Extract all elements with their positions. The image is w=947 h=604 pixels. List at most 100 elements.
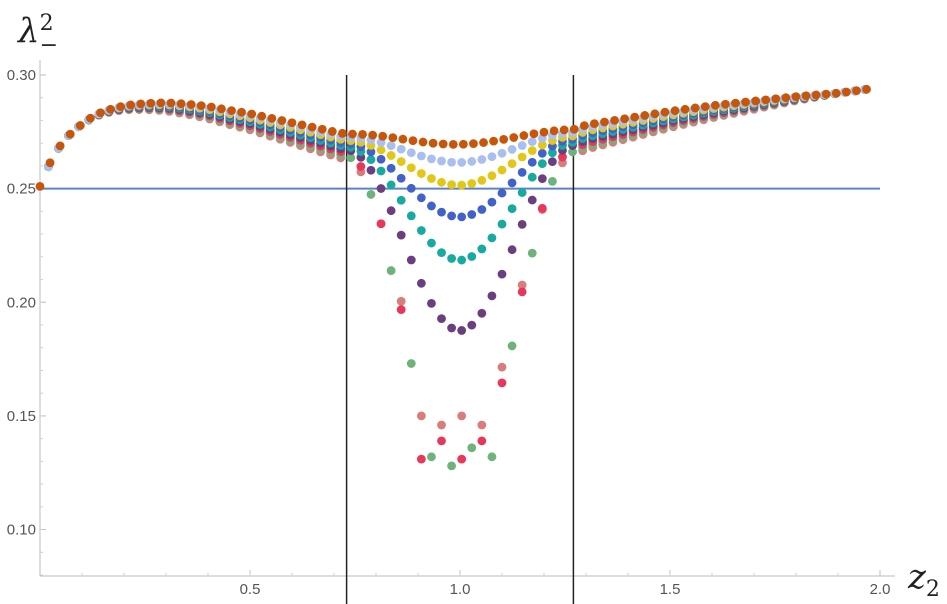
series-9-point: [378, 131, 388, 141]
series-7-point: [396, 157, 406, 166]
x-tick-label: 1.0: [450, 581, 471, 598]
series-5-point: [497, 219, 507, 229]
series-9-point: [126, 100, 136, 110]
series-6-point: [376, 154, 386, 164]
series-9-point: [660, 107, 670, 117]
series-9-point: [640, 111, 650, 120]
series-4-point: [406, 255, 416, 265]
series-7-point: [406, 163, 416, 173]
series-2-point: [406, 359, 416, 368]
series-5-point: [537, 159, 547, 168]
x-tick-label: 2.0: [870, 581, 891, 598]
series-6-point: [487, 197, 497, 207]
series-9-point: [388, 133, 398, 143]
series-6-point: [457, 212, 467, 222]
series-5-point: [487, 233, 497, 243]
series-1-point: [517, 280, 527, 290]
series-7-point: [437, 177, 446, 187]
series-7-point: [537, 140, 547, 150]
series-9-point: [590, 119, 599, 129]
series-9-point: [237, 107, 247, 117]
series-9-point: [761, 95, 771, 105]
series-5-point: [457, 255, 467, 265]
reference-lines: [40, 75, 880, 604]
series-9-point: [458, 139, 468, 149]
series-4-point: [517, 219, 527, 229]
series-5-point: [386, 180, 396, 190]
series-9-point: [479, 138, 488, 147]
series-9-point: [166, 98, 176, 108]
series-5-point: [366, 155, 376, 164]
series-5-point: [467, 252, 477, 261]
series-5-point: [447, 254, 456, 263]
series-3-point: [437, 436, 446, 446]
series-9-point: [227, 106, 236, 116]
series-9-point: [146, 98, 156, 108]
series-3-point: [376, 219, 386, 229]
series-9-point: [35, 181, 45, 191]
series-1-point: [477, 420, 487, 430]
series-9-point: [156, 98, 166, 108]
series-9-point: [196, 101, 206, 111]
series-9-point: [559, 125, 569, 135]
series-7-point: [416, 169, 426, 178]
y-tick-label: 0.20: [7, 294, 36, 311]
series-9-point: [489, 136, 498, 146]
series-9-point: [650, 109, 660, 119]
series-9-point: [106, 104, 115, 114]
series-5-point: [477, 244, 487, 254]
series-6-point: [366, 147, 376, 157]
series-9-point: [317, 124, 327, 134]
series-9-point: [348, 129, 357, 139]
series-9-point: [771, 94, 781, 104]
y-axis-label: λ2−: [16, 11, 58, 58]
series-2-point: [548, 176, 557, 186]
series-8-point: [467, 157, 477, 166]
series-8-point: [396, 144, 406, 154]
series-5-point: [437, 248, 446, 258]
series-1-point: [396, 296, 406, 306]
series-4-point: [447, 323, 456, 333]
series-9-point: [267, 113, 277, 123]
series-9-point: [277, 116, 287, 125]
x-axis-label-main: z: [907, 557, 927, 597]
series-6-point: [437, 207, 446, 217]
series-5-point: [406, 211, 416, 221]
series-9-point: [297, 120, 307, 130]
series-9-point: [831, 88, 841, 98]
series-6-point: [517, 167, 527, 177]
series-7-point: [457, 180, 467, 190]
series-9-point: [852, 86, 861, 96]
series-9-point: [721, 99, 730, 109]
series-7-point: [447, 180, 456, 189]
series-9-point: [549, 126, 559, 136]
series-9-point: [206, 102, 216, 112]
series-9-point: [418, 137, 428, 147]
series-9-point: [186, 100, 196, 109]
series-6-point: [416, 193, 426, 203]
series-8-point: [447, 157, 456, 167]
series-8-point: [406, 148, 416, 158]
series-9-point: [499, 134, 509, 144]
series-6-point: [477, 205, 487, 214]
series-9-point: [821, 89, 831, 99]
series-5-point: [396, 195, 406, 205]
series-4-point: [386, 206, 396, 216]
series-9-point: [448, 139, 458, 149]
series-7-point: [507, 159, 517, 169]
series-9-point: [327, 127, 337, 136]
series-5-point: [517, 188, 527, 197]
y-axis-label-sup: 2: [40, 11, 54, 36]
series-6-point: [497, 188, 507, 198]
series-9-point: [731, 98, 740, 108]
series-9-point: [842, 87, 851, 97]
tick-labels: 0.10 0.15 0.20 0.25 0.30 0.5 1.0 1.5 2.0: [7, 67, 891, 598]
series-3-point: [477, 436, 487, 446]
series-4-point: [427, 298, 436, 308]
series-3-point: [457, 454, 467, 464]
series-2-point: [487, 452, 497, 462]
series-1-point: [457, 411, 467, 421]
series-9-point: [55, 141, 65, 151]
